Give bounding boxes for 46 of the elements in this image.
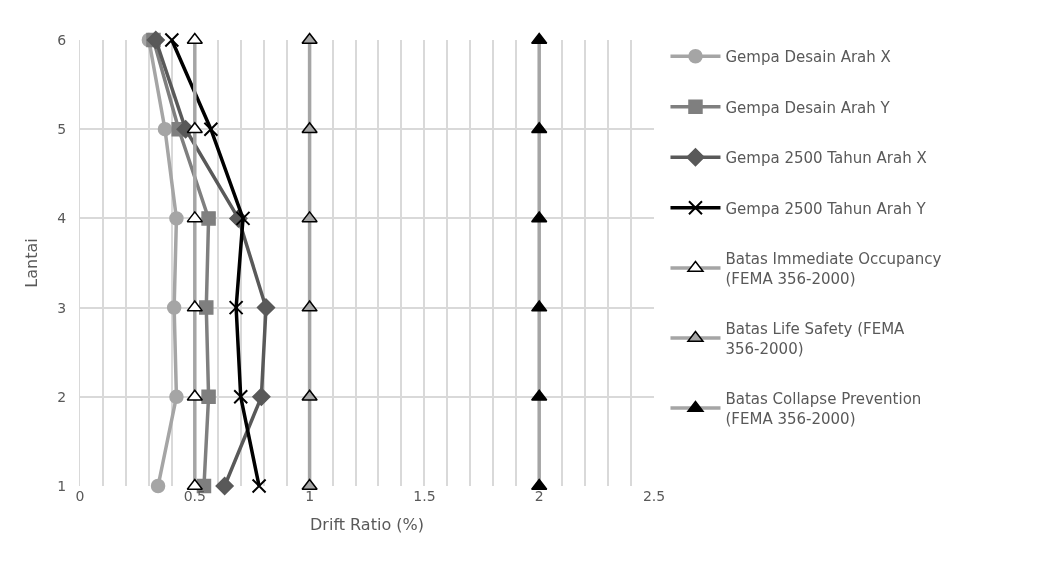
legend-label: Gempa Desain Arah X — [725, 48, 891, 67]
y-tick-label: 2 — [57, 388, 67, 405]
point — [301, 389, 318, 401]
y-tick-label: 4 — [57, 210, 67, 227]
point — [201, 211, 216, 226]
point — [164, 32, 180, 48]
point — [166, 300, 182, 315]
legend-label: Batas Collapse Prevention (FEMA 356-2000) — [725, 390, 922, 428]
point — [530, 121, 548, 134]
point — [169, 389, 184, 405]
x-tick-label: 0 — [75, 488, 85, 504]
point — [169, 211, 184, 226]
point — [301, 300, 318, 312]
point — [301, 32, 318, 44]
point — [252, 387, 271, 406]
point — [251, 478, 267, 494]
point — [215, 476, 234, 496]
legend-label: Batas Immediate Occupancy (FEMA 356-2000) — [725, 250, 942, 288]
point — [228, 300, 244, 316]
x-tick-label: 1.5 — [413, 488, 436, 504]
point — [301, 121, 318, 134]
x-tick-label: 0.5 — [183, 488, 206, 504]
legend-label: Batas Life Safety (FEMA 356-2000) — [725, 320, 906, 358]
point — [203, 121, 219, 137]
point — [301, 211, 318, 223]
point — [146, 30, 165, 50]
x-tick-label: 2 — [534, 488, 544, 504]
legend-label: Gempa Desain Arah Y — [725, 98, 891, 117]
y-tick-label: 5 — [57, 121, 67, 138]
legend-label: Gempa 2500 Tahun Arah X — [725, 149, 927, 168]
y-axis-title: Lantai — [22, 238, 42, 288]
point — [150, 478, 166, 494]
y-tick-label: 6 — [57, 31, 67, 48]
point — [199, 300, 214, 315]
point — [301, 478, 318, 490]
point — [233, 389, 249, 405]
point — [235, 210, 251, 226]
point — [157, 121, 173, 137]
point — [256, 298, 276, 317]
x-tick-label: 1 — [305, 488, 315, 504]
legend-label: Gempa 2500 Tahun Arah Y — [725, 199, 927, 218]
x-axis-title: Drift Ratio (%) — [310, 514, 424, 534]
x-tick-label: 2.5 — [642, 488, 666, 504]
point — [186, 121, 204, 134]
point — [201, 389, 216, 405]
y-tick-label: 3 — [57, 299, 67, 316]
